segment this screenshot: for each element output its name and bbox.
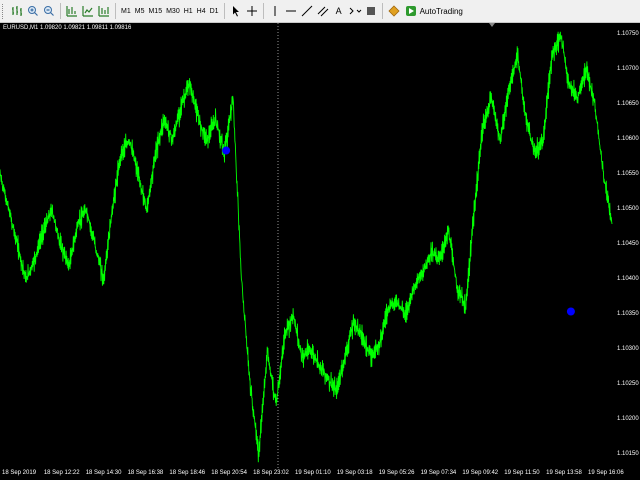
text-tool-icon[interactable]: A <box>335 6 342 16</box>
timeframe-h4[interactable]: H4 <box>196 7 206 15</box>
price-tick-label: 1.10500 <box>617 206 639 212</box>
timeframe-d1[interactable]: D1 <box>209 7 219 15</box>
price-tick-label: 1.10750 <box>617 31 639 37</box>
time-tick-label: 19 Sep 05:26 <box>378 470 415 476</box>
zoom-out-icon[interactable] <box>42 3 56 20</box>
templates-icon[interactable] <box>387 3 401 20</box>
vertical-line-icon[interactable] <box>268 3 282 20</box>
autoscroll-icon[interactable] <box>97 3 111 20</box>
trendline-icon[interactable] <box>300 3 314 20</box>
timeframe-m1[interactable]: M1 <box>121 7 131 15</box>
timeframe-m15[interactable]: M15 <box>148 7 163 15</box>
price-tick-label: 1.10400 <box>617 276 639 282</box>
price-axis[interactable] <box>614 23 640 468</box>
price-tick-label: 1.10550 <box>617 171 639 177</box>
price-tick-label: 1.10350 <box>617 311 639 317</box>
price-series-line <box>0 31 613 463</box>
toolbar-separator <box>115 3 116 19</box>
price-tick-label: 1.10200 <box>617 416 639 422</box>
price-tick-label: 1.10150 <box>617 451 639 457</box>
timeframe-m30[interactable]: M30 <box>166 7 180 15</box>
zoom-in-icon[interactable] <box>26 3 40 20</box>
signal-marker[interactable] <box>566 307 575 316</box>
price-chart[interactable] <box>0 23 614 468</box>
price-tick-label: 1.10700 <box>617 66 639 72</box>
price-tick-label: 1.10300 <box>617 346 639 352</box>
symbol-info: EURUSD,M1 1.09820 1.09821 1.09811 1.0981… <box>3 25 132 31</box>
indicators-icon[interactable] <box>364 3 378 20</box>
autotrading-icon <box>405 6 416 16</box>
cursor-icon[interactable] <box>229 3 243 20</box>
signal-marker[interactable] <box>222 146 231 155</box>
time-axis[interactable] <box>0 468 640 480</box>
autotrading-label: AutoTrading <box>419 6 463 16</box>
price-tick-label: 1.10250 <box>617 381 639 387</box>
time-tick-label: 18 Sep 12:22 <box>43 470 80 476</box>
time-tick-label: 18 Sep 2019 <box>2 470 37 476</box>
bar-chart-icon[interactable] <box>10 3 24 20</box>
timeframe-m5[interactable]: M5 <box>134 7 145 15</box>
time-tick-label: 18 Sep 18:46 <box>169 470 206 476</box>
price-tick-label: 1.10450 <box>617 241 639 247</box>
crosshair-icon[interactable] <box>245 3 259 20</box>
toolbar-separator <box>60 3 61 19</box>
time-tick-label: 19 Sep 07:34 <box>420 470 457 476</box>
horizontal-line-icon[interactable] <box>284 3 298 20</box>
price-tick-label: 1.10650 <box>617 101 639 107</box>
tile-windows-icon[interactable] <box>65 3 79 20</box>
time-tick-label: 18 Sep 23:02 <box>253 470 289 476</box>
chart-shift-marker[interactable] <box>489 23 495 27</box>
time-tick-label: 18 Sep 16:38 <box>127 470 164 476</box>
time-tick-label: 18 Sep 20:54 <box>211 470 247 476</box>
arrow-tools-icon[interactable] <box>348 3 362 20</box>
time-tick-label: 19 Sep 16:06 <box>588 470 624 476</box>
time-tick-label: 19 Sep 13:58 <box>546 470 582 476</box>
time-tick-label: 19 Sep 03:18 <box>336 470 373 476</box>
toolbar-separator <box>381 3 383 19</box>
chart-shift-icon[interactable] <box>81 3 95 20</box>
toolbar-grip[interactable] <box>2 3 6 19</box>
time-tick-label: 19 Sep 01:10 <box>295 470 331 476</box>
toolbar-separator <box>223 3 225 19</box>
time-tick-label: 18 Sep 14:30 <box>85 470 122 476</box>
time-tick-label: 19 Sep 09:42 <box>462 470 499 476</box>
time-tick-label: 19 Sep 11:50 <box>504 470 540 476</box>
price-tick-label: 1.10600 <box>617 136 639 142</box>
toolbar: M1 M5 M15 M30 H1 H4 D1 A AutoTrading <box>0 0 640 23</box>
timeframe-h1[interactable]: H1 <box>183 7 193 15</box>
autotrading-button[interactable]: AutoTrading <box>402 3 466 20</box>
toolbar-separator <box>262 3 264 19</box>
equidistant-channel-icon[interactable] <box>316 3 330 20</box>
